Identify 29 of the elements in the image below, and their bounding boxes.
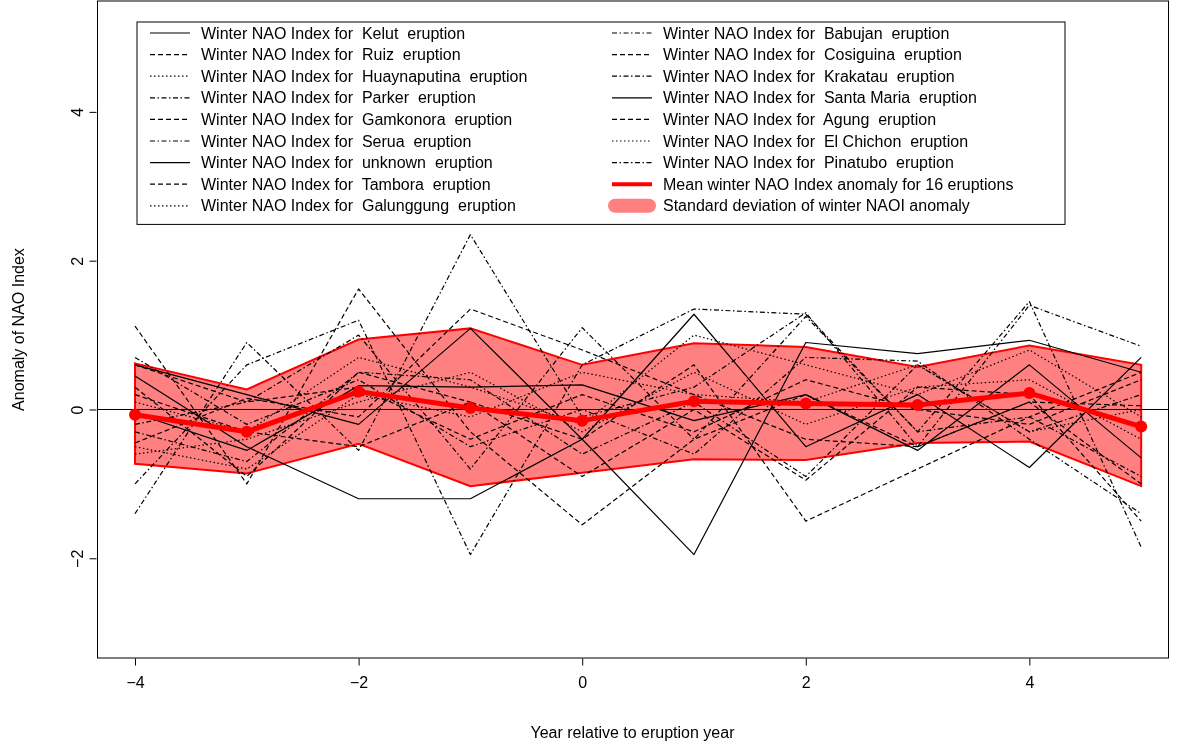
x-axis-title: Year relative to eruption year <box>530 724 736 741</box>
x-tick-label: 4 <box>1025 673 1035 691</box>
legend-label: Winter NAO Index for Parker eruption <box>201 89 476 107</box>
y-tick-label: 4 <box>68 107 86 117</box>
legend-label: Winter NAO Index for Babujan eruption <box>663 24 950 42</box>
legend-label: Winter NAO Index for Cosiguina eruption <box>663 46 962 64</box>
x-tick-label: 2 <box>801 673 811 691</box>
legend-label: Winter NAO Index for Kelut eruption <box>201 24 466 42</box>
legend-label: Winter NAO Index for Pinatubo eruption <box>663 154 954 172</box>
legend-label: Winter NAO Index for Huaynaputina eruption <box>201 67 528 85</box>
legend-label: Winter NAO Index for Agung eruption <box>663 110 937 128</box>
legend-label: Winter NAO Index for Santa Maria eruption <box>663 89 977 107</box>
legend-label: Winter NAO Index for Krakatau eruption <box>663 67 955 85</box>
x-tick-label: −2 <box>349 673 369 691</box>
legend-label: Mean winter NAO Index anomaly for 16 eruptions <box>663 175 1014 193</box>
legend-label: Winter NAO Index for Gamkonora eruption <box>201 110 513 128</box>
legend-label: Winter NAO Index for Tambora eruption <box>201 175 491 193</box>
legend-label: Winter NAO Index for Serua eruption <box>201 132 472 150</box>
y-axis-title: Anomaly of NAO Index <box>10 248 27 411</box>
x-tick-label: −4 <box>126 673 145 691</box>
legend-label: Winter NAO Index for El Chichon eruption <box>663 132 969 150</box>
legend-label: Winter NAO Index for Galunggung eruption <box>201 197 516 215</box>
y-tick-label: −2 <box>68 549 86 568</box>
annotation: Standard deviation of winter NAOI anomaly <box>663 197 970 215</box>
x-tick-label: 0 <box>578 673 588 691</box>
legend-label: Winter NAO Index for Ruiz eruption <box>201 46 461 64</box>
legend-label: Winter NAO Index for unknown eruption <box>201 154 493 172</box>
y-tick-label: 2 <box>68 256 86 266</box>
y-tick-label: 0 <box>68 405 86 415</box>
